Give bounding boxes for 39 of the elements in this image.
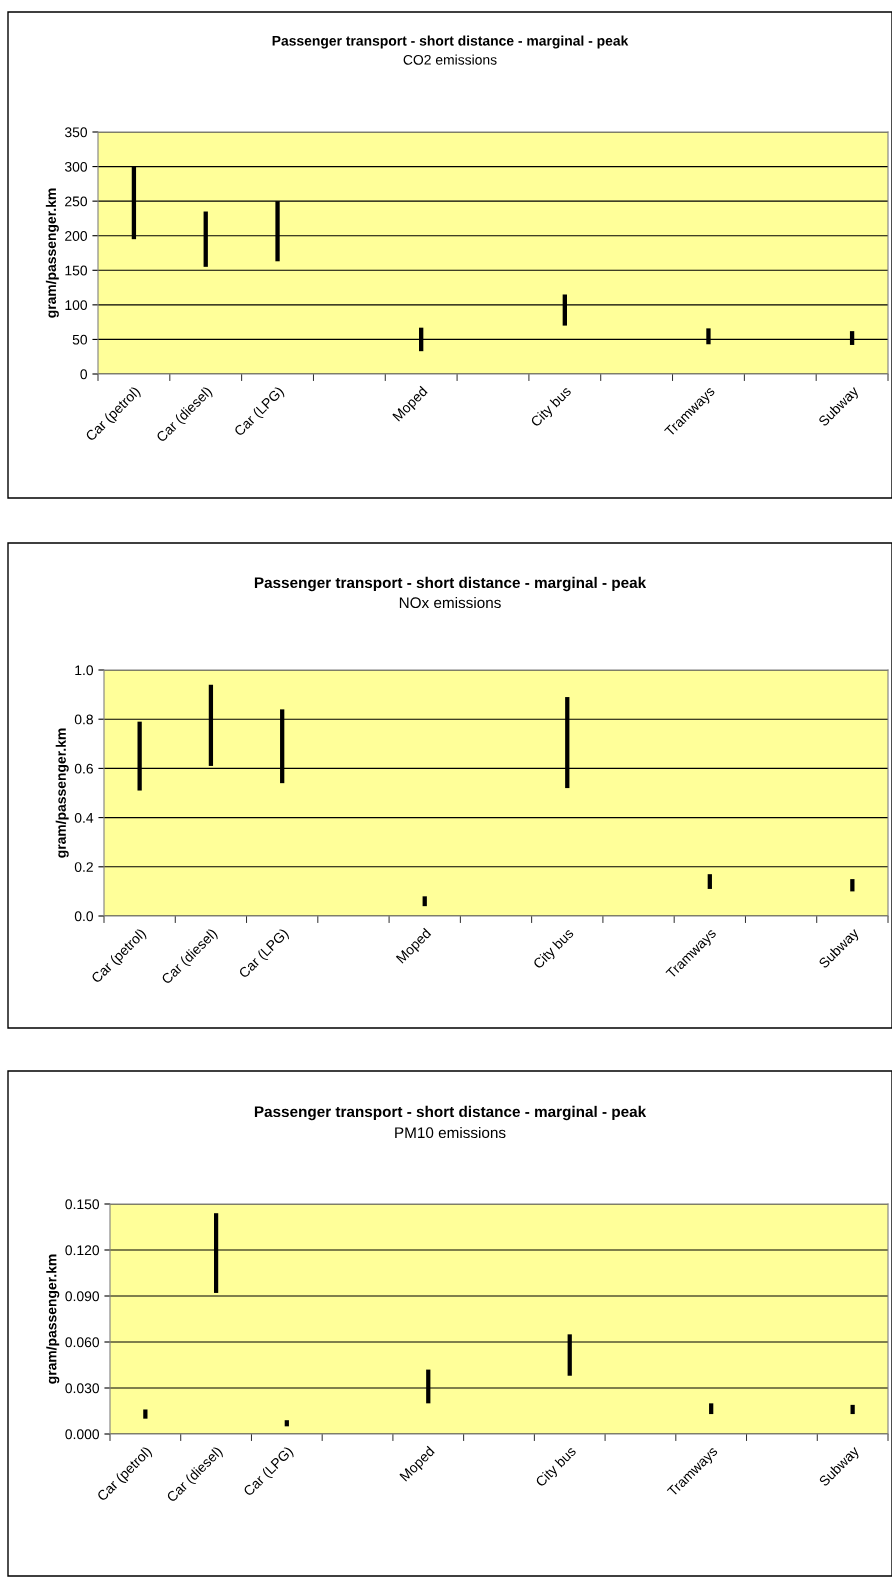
y-tick-label: 0.0 — [74, 911, 94, 922]
y-tick-label: 0.4 — [74, 812, 94, 823]
y-axis-title: gram/passenger.km — [55, 728, 69, 858]
y-tick-label: 0.030 — [65, 1383, 100, 1394]
y-tick-label: 150 — [65, 265, 88, 276]
y-tick-label: 0.6 — [74, 763, 93, 774]
y-tick-label: 0.150 — [65, 1199, 100, 1210]
bar — [707, 874, 712, 889]
chart-subtitle: CO2 emissions — [403, 54, 497, 65]
y-tick-label: 0 — [80, 369, 88, 380]
bar — [709, 1403, 714, 1415]
chart-title: Passenger transport - short distance - marginal - peak — [254, 576, 647, 592]
chart-title: Passenger transport - short distance - marginal - peak — [272, 35, 629, 49]
y-axis-title: gram/passenger.km — [45, 188, 59, 318]
y-tick-label: 0.090 — [65, 1291, 100, 1302]
y-tick-label: 200 — [65, 231, 88, 241]
y-axis-title: gram/passenger.km — [46, 1254, 60, 1384]
y-tick-label: 300 — [64, 161, 88, 172]
bar — [422, 896, 427, 907]
chart-title: Passenger transport - short distance - marginal - peak — [254, 1105, 647, 1121]
y-tick-label: 0.120 — [65, 1245, 100, 1256]
y-tick-label: 0.060 — [65, 1337, 100, 1348]
x-tick-label: City bus — [529, 385, 574, 430]
bar — [143, 1409, 148, 1419]
y-tick-label: 350 — [64, 127, 88, 138]
bar — [850, 1404, 855, 1415]
y-tick-label: 50 — [72, 334, 88, 345]
y-tick-label: 0.2 — [74, 862, 93, 872]
y-tick-label: 1.0 — [75, 665, 94, 676]
x-tick-label: City bus — [532, 927, 577, 972]
x-tick-label: City bus — [534, 1445, 579, 1490]
chart-subtitle: NOx emissions — [399, 596, 501, 609]
y-tick-label: 250 — [65, 196, 88, 207]
y-tick-label: 100 — [65, 300, 88, 311]
bar — [850, 879, 855, 892]
y-tick-label: 0.8 — [74, 714, 93, 725]
y-tick-label: 0.000 — [65, 1429, 100, 1440]
bar — [284, 1420, 289, 1427]
chart-subtitle: PM10 emissions — [395, 1126, 506, 1139]
